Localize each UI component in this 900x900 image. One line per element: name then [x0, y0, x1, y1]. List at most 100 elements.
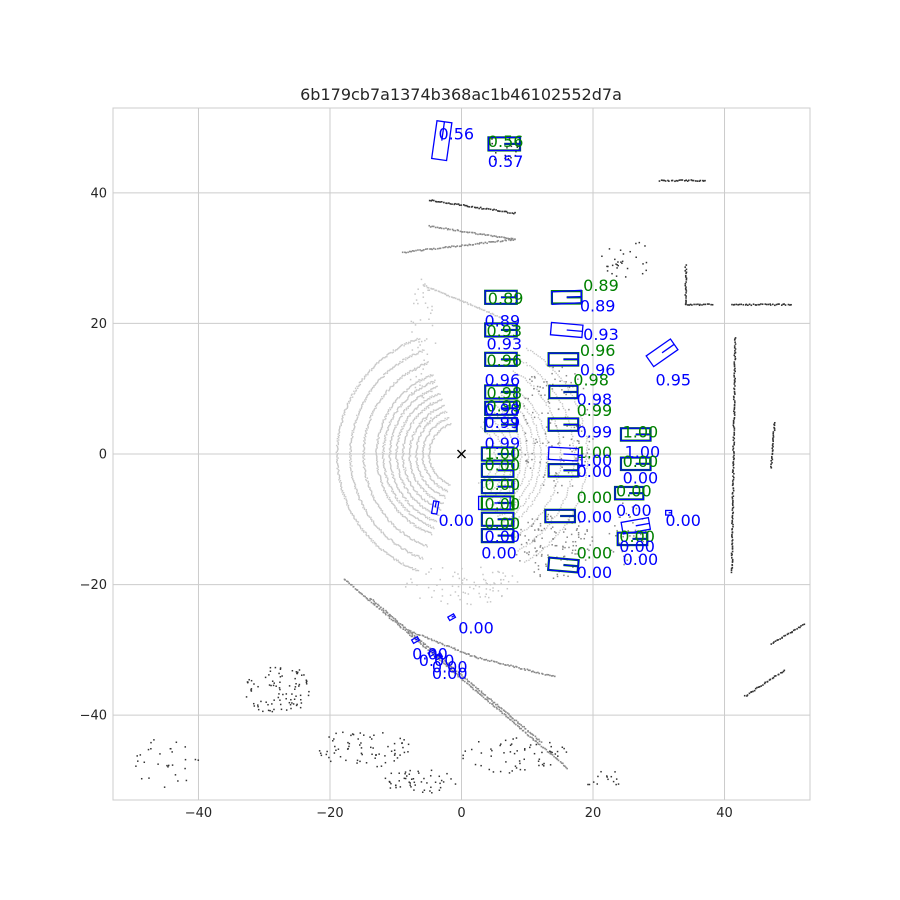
lidar-point: [432, 418, 435, 420]
lidar-point: [514, 238, 516, 240]
lidar-point: [384, 416, 386, 418]
lidar-point: [446, 489, 448, 492]
lidar-point: [470, 603, 472, 606]
lidar-point: [357, 738, 359, 740]
lidar-point: [410, 578, 412, 580]
lidar-point: [433, 639, 435, 642]
lidar-point: [413, 409, 415, 411]
lidar-point: [542, 484, 545, 486]
lidar-point: [382, 442, 385, 444]
lidar-point: [417, 493, 419, 496]
lidar-point: [407, 478, 409, 480]
lidar-point: [799, 626, 801, 629]
lidar-point: [408, 250, 411, 253]
lidar-point: [406, 517, 408, 520]
lidar-point: [409, 415, 411, 417]
lidar-point: [510, 156, 512, 159]
lidar-point: [533, 499, 536, 501]
lidar-point: [395, 455, 397, 457]
lidar-point: [406, 388, 408, 391]
lidar-point: [432, 247, 435, 250]
lidar-point: [575, 446, 578, 449]
lidar-point: [489, 471, 491, 473]
lidar-point: [571, 549, 574, 552]
lidar-point: [440, 477, 442, 479]
lidar-point: [363, 447, 366, 449]
lidar-point: [364, 531, 367, 533]
lidar-point: [483, 207, 485, 210]
lidar-point: [468, 680, 471, 683]
lidar-point: [359, 499, 361, 501]
lidar-point: [338, 469, 340, 472]
score-label: 0.00: [432, 658, 468, 677]
lidar-point: [773, 429, 776, 432]
lidar-point: [425, 469, 427, 471]
lidar-point: [562, 555, 565, 558]
lidar-point: [492, 241, 495, 243]
lidar-point: [551, 445, 553, 447]
lidar-point: [389, 451, 391, 454]
lidar-point: [433, 387, 435, 389]
lidar-point: [394, 382, 397, 384]
lidar-point: [685, 277, 688, 280]
lidar-point: [373, 365, 375, 368]
lidar-point: [684, 179, 686, 182]
lidar-point: [396, 441, 399, 443]
lidar-point: [455, 670, 458, 673]
lidar-point: [482, 242, 485, 245]
lidar-point: [561, 746, 564, 749]
score-label: 1.00: [577, 451, 613, 470]
lidar-point: [432, 489, 435, 492]
lidar-point: [509, 212, 511, 214]
lidar-point: [566, 494, 568, 496]
lidar-point: [363, 443, 365, 446]
lidar-point: [730, 554, 733, 557]
lidar-point: [429, 476, 432, 478]
lidar-point: [492, 419, 494, 421]
lidar-point: [386, 612, 389, 614]
lidar-point: [381, 456, 384, 458]
lidar-point: [356, 523, 359, 525]
score-labels: 0.56 0.560.570.890.890.890.890.93 0.930.93…: [412, 124, 701, 683]
lidar-point: [769, 304, 772, 306]
lidar-point: [389, 459, 392, 462]
lidar-point: [513, 752, 516, 755]
lidar-point: [587, 463, 589, 465]
lidar-point: [373, 734, 375, 737]
lidar-point: [378, 604, 380, 607]
lidar-point: [351, 433, 354, 436]
lidar-point: [408, 781, 410, 783]
lidar-point: [411, 439, 413, 441]
lidar-point: [395, 451, 398, 454]
lidar-point: [400, 504, 403, 506]
lidar-point: [534, 460, 536, 463]
lidar-point: [395, 544, 398, 546]
lidar-point: [390, 450, 392, 453]
lidar-point: [517, 389, 520, 391]
lidar-point: [408, 451, 411, 454]
lidar-point: [336, 450, 338, 452]
pred-box: [620, 516, 652, 535]
lidar-point: [783, 303, 785, 305]
lidar-point: [495, 493, 497, 496]
lidar-point: [413, 302, 415, 305]
lidar-point: [351, 514, 354, 516]
lidar-point: [615, 275, 618, 277]
lidar-point: [425, 384, 428, 386]
lidar-point: [338, 434, 341, 437]
lidar-point: [403, 343, 406, 345]
lidar-point: [579, 413, 581, 416]
lidar-point: [708, 303, 710, 305]
lidar-point: [391, 540, 394, 542]
lidar-point: [415, 381, 417, 384]
lidar-point: [439, 502, 442, 504]
lidar-point: [548, 402, 551, 404]
lidar-point: [489, 583, 492, 586]
lidar-point: [377, 471, 379, 473]
lidar-point: [382, 449, 384, 451]
lidar-point: [559, 458, 561, 460]
lidar-point: [552, 517, 554, 520]
lidar-point: [514, 154, 517, 157]
lidar-point: [497, 438, 499, 440]
lidar-point: [698, 180, 701, 182]
